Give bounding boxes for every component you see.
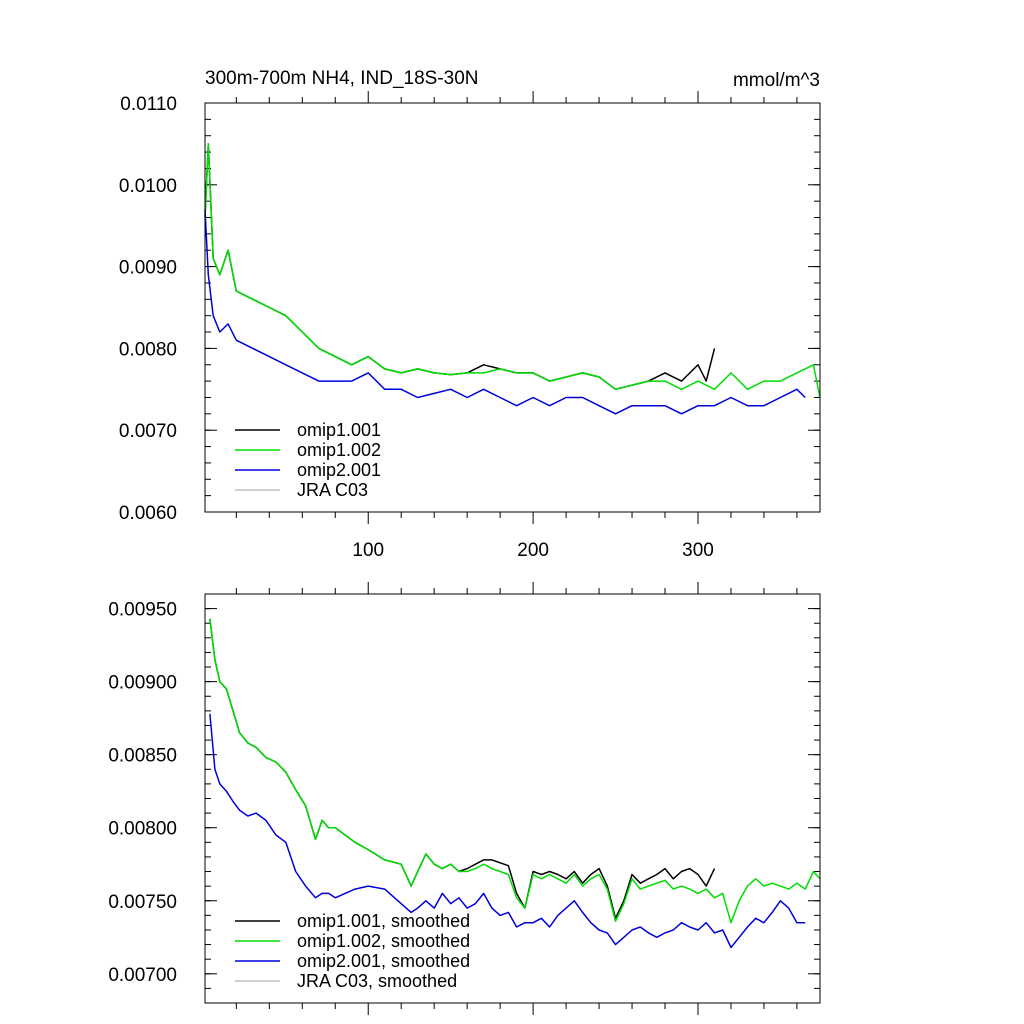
series-line-omip1-002-smoothed: [209, 618, 821, 924]
legend-label: omip1.001: [297, 420, 381, 440]
series-line-omip2-001: [204, 209, 806, 415]
y-tick-label: 0.00700: [108, 965, 177, 986]
bottom-panel-axes: 0.00700 0.00750 0.00800 0.00850 0.00900 0.009…: [108, 582, 820, 1015]
x-tick-label: 100: [352, 540, 384, 561]
y-tick-label: 0.0090: [119, 258, 177, 279]
y-tick-label: 0.00800: [108, 819, 177, 840]
top-panel: 300m-700m NH4, IND_18S-30N mmol/m^3 0.00…: [119, 68, 821, 561]
legend-label: omip1.002, smoothed: [297, 931, 470, 951]
bottom-panel-series: [209, 618, 821, 949]
legend-label: JRA C03, smoothed: [297, 971, 457, 991]
y-tick-label: 0.00750: [108, 892, 177, 913]
legend-label: omip2.001, smoothed: [297, 951, 470, 971]
x-tick-label: 300: [682, 540, 714, 561]
y-tick-label: 0.00950: [108, 600, 177, 621]
y-tick-label: 0.00900: [108, 673, 177, 694]
legend-label: JRA C03: [297, 480, 368, 500]
y-tick-label: 0.0060: [119, 503, 177, 524]
y-tick-label: 0.00850: [108, 746, 177, 767]
legend-label: omip1.002: [297, 440, 381, 460]
y-tick-label: 0.0080: [119, 339, 177, 360]
y-tick-label: 0.0100: [119, 176, 177, 197]
bottom-panel-frame: [204, 593, 821, 1004]
x-tick-label: 200: [517, 540, 549, 561]
y-tick-label: 0.0070: [119, 421, 177, 442]
legend-label: omip2.001: [297, 460, 381, 480]
top-panel-frame: [204, 102, 821, 513]
series-line-omip1-002: [204, 143, 821, 398]
top-panel-title: 300m-700m NH4, IND_18S-30N: [205, 68, 479, 89]
bottom-panel: 0.00700 0.00750 0.00800 0.00850 0.00900 0.009…: [108, 582, 821, 1015]
top-panel-units: mmol/m^3: [733, 70, 820, 91]
top-panel-axes: 0.0060 0.0070 0.0080 0.0090 0.0100 0.0110 100 2…: [119, 91, 820, 561]
y-tick-label: 0.0110: [120, 94, 177, 115]
legend-label: omip1.001, smoothed: [297, 911, 470, 931]
series-line-omip2-001-smoothed: [209, 713, 806, 949]
top-panel-series: [204, 143, 821, 415]
